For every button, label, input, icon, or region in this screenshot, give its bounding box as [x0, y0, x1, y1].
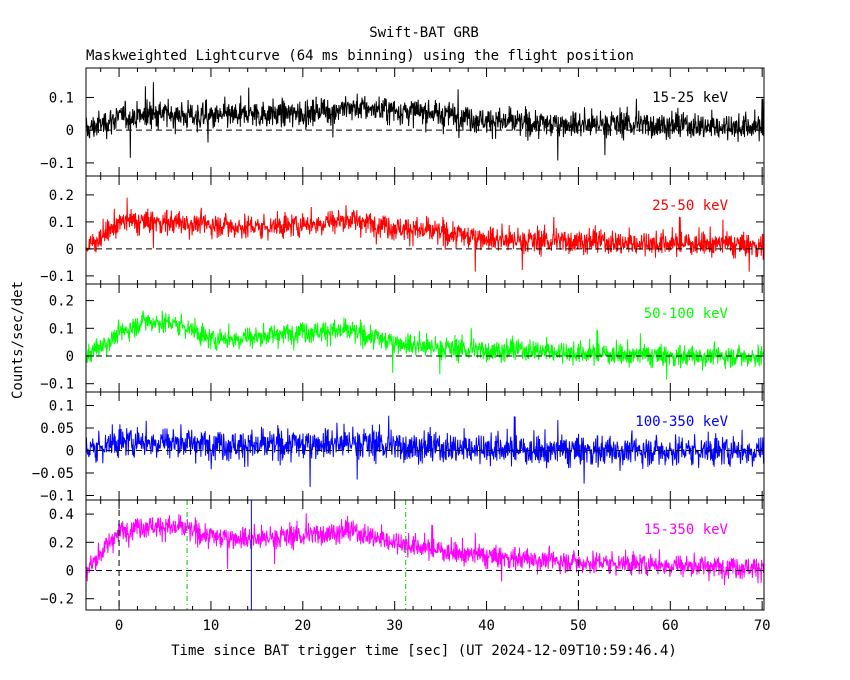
y-tick-label: 0.2 [49, 294, 74, 310]
y-tick-label: 0 [66, 564, 74, 580]
band-label: 15-350 keV [644, 522, 729, 538]
y-tick-label: 0.4 [49, 507, 74, 523]
y-tick-label: 0.2 [49, 188, 74, 204]
panel-frame [85, 283, 765, 393]
lightcurve-series [86, 310, 764, 380]
lightcurve-series [86, 197, 764, 272]
y-tick-label: 0.2 [49, 535, 74, 551]
y-tick-label: 0 [66, 444, 74, 460]
x-tick-label: 0 [115, 618, 123, 634]
y-tick-label: 0.1 [49, 215, 74, 231]
x-tick-label: 30 [386, 618, 403, 634]
panel-2: −0.1 0 0.1 0.2 25-50 keV [40, 175, 765, 285]
y-tick-label: −0.1 [40, 489, 74, 505]
x-tick-label: 70 [754, 618, 771, 634]
lightcurve-series [86, 82, 764, 161]
chart-title: Swift-BAT GRB [369, 25, 479, 41]
panel-4: −0.1 −0.05 0 0.05 0.1 100-350 keV [32, 391, 765, 505]
y-tick-label: 0.1 [49, 399, 74, 415]
lightcurve-series [86, 513, 764, 586]
y-tick-label: 0 [66, 349, 74, 365]
y-tick-label: −0.2 [40, 592, 74, 608]
x-tick-label: 50 [570, 618, 587, 634]
band-label: 100-350 keV [635, 414, 728, 430]
chart-subtitle: Maskweighted Lightcurve (64 ms binning) … [86, 48, 634, 64]
y-tick-label: 0.05 [40, 421, 74, 437]
x-tick-label: 10 [203, 618, 220, 634]
y-tick-label: −0.1 [40, 156, 74, 172]
y-tick-label: 0 [66, 123, 74, 139]
y-tick-label: 0 [66, 242, 74, 258]
panel-1: −0.1 0 0.1 15-25 keV [40, 67, 765, 177]
x-tick-label: 20 [294, 618, 311, 634]
x-tick-label: 40 [478, 618, 495, 634]
band-label: 15-25 keV [652, 90, 728, 106]
y-tick-label: 0.1 [49, 321, 74, 337]
band-label: 50-100 keV [644, 306, 729, 322]
y-tick-label: −0.1 [40, 269, 74, 285]
panels-group: −0.100.1 15-25 keV−0.100.10.225-50 keV−0.… [32, 67, 771, 634]
y-tick-label: 0.1 [49, 90, 74, 106]
y-axis-label: Counts/sec/det [10, 281, 26, 399]
panel-frame [85, 499, 765, 611]
panel-5: −0.2 0 0.2 0.4 15-350 keV [40, 499, 765, 611]
panel-3: −0.1 0 0.1 0.2 50-100 keV [40, 283, 765, 393]
x-tick-label: 60 [662, 618, 679, 634]
y-tick-label: −0.05 [32, 466, 74, 482]
band-label: 25-50 keV [652, 198, 728, 214]
y-tick-label: −0.1 [40, 377, 74, 393]
lightcurve-series [86, 415, 764, 487]
x-axis-label: Time since BAT trigger time [sec] (UT 20… [171, 643, 677, 659]
